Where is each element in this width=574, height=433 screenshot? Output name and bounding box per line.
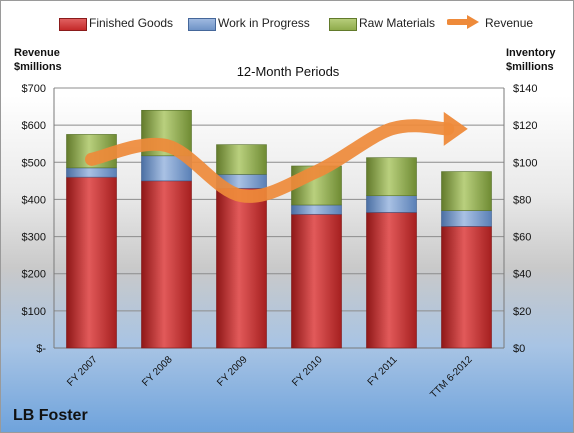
legend-label-revenue: Revenue [485,16,534,30]
left-tick-label: $200 [22,269,46,281]
left-tick-label: $700 [22,83,46,95]
bar-finished-goods [366,212,417,349]
bar-work-in-progress [366,195,417,213]
x-tick-label: FY 2007 [65,354,100,389]
left-tick-label: $400 [22,194,46,206]
right-tick-label: $60 [513,232,531,244]
left-tick-label: $300 [22,232,46,244]
bar-work-in-progress [441,210,492,227]
left-tick-label: $- [36,343,46,355]
legend-swatch-work-in-progress [188,18,216,31]
bar-raw-materials [216,144,267,175]
bar-raw-materials [441,171,492,211]
company-name: LB Foster [13,407,88,424]
left-tick-label: $600 [22,120,46,132]
left-tick-label: $100 [22,306,46,318]
right-tick-label: $40 [513,269,531,281]
x-tick-label: FY 2010 [290,354,325,389]
x-tick-label: FY 2009 [215,354,250,389]
legend: Finished Goods Work in Progress Raw Mate… [1,12,573,36]
legend-swatch-finished-goods [59,18,87,31]
bar-finished-goods [216,187,267,349]
legend-swatch-revenue-arrow [447,15,479,29]
left-axis-title: Revenue $millions [14,47,62,73]
bar-work-in-progress [66,167,117,178]
right-tick-label: $20 [513,306,531,318]
legend-label-work-in-progress: Work in Progress [218,16,310,30]
bar-work-in-progress [291,204,342,215]
revenue-line [85,119,455,203]
right-tick-label: $0 [513,343,525,355]
left-tick-label: $500 [22,157,46,169]
chart-title: 12-Month Periods [236,64,340,79]
legend-label-raw-materials: Raw Materials [359,16,436,30]
right-tick-label: $80 [513,194,531,206]
bar-finished-goods [66,176,117,349]
legend-swatch-raw-materials [329,18,357,31]
bar-finished-goods [291,213,342,349]
legend-label-finished-goods: Finished Goods [89,16,174,30]
bar-finished-goods [141,180,192,349]
x-tick-label: FY 2011 [366,354,400,388]
right-tick-label: $140 [513,83,537,95]
revenue-arrowhead [443,111,468,146]
x-tick-label: TTM 6-2012 [428,354,475,401]
x-tick-label: FY 2008 [140,354,175,389]
bar-raw-materials [366,157,417,197]
bar-finished-goods [441,226,492,349]
right-axis-title: Inventory $millions [506,47,556,73]
right-tick-label: $120 [513,120,537,132]
right-tick-label: $100 [513,157,537,169]
